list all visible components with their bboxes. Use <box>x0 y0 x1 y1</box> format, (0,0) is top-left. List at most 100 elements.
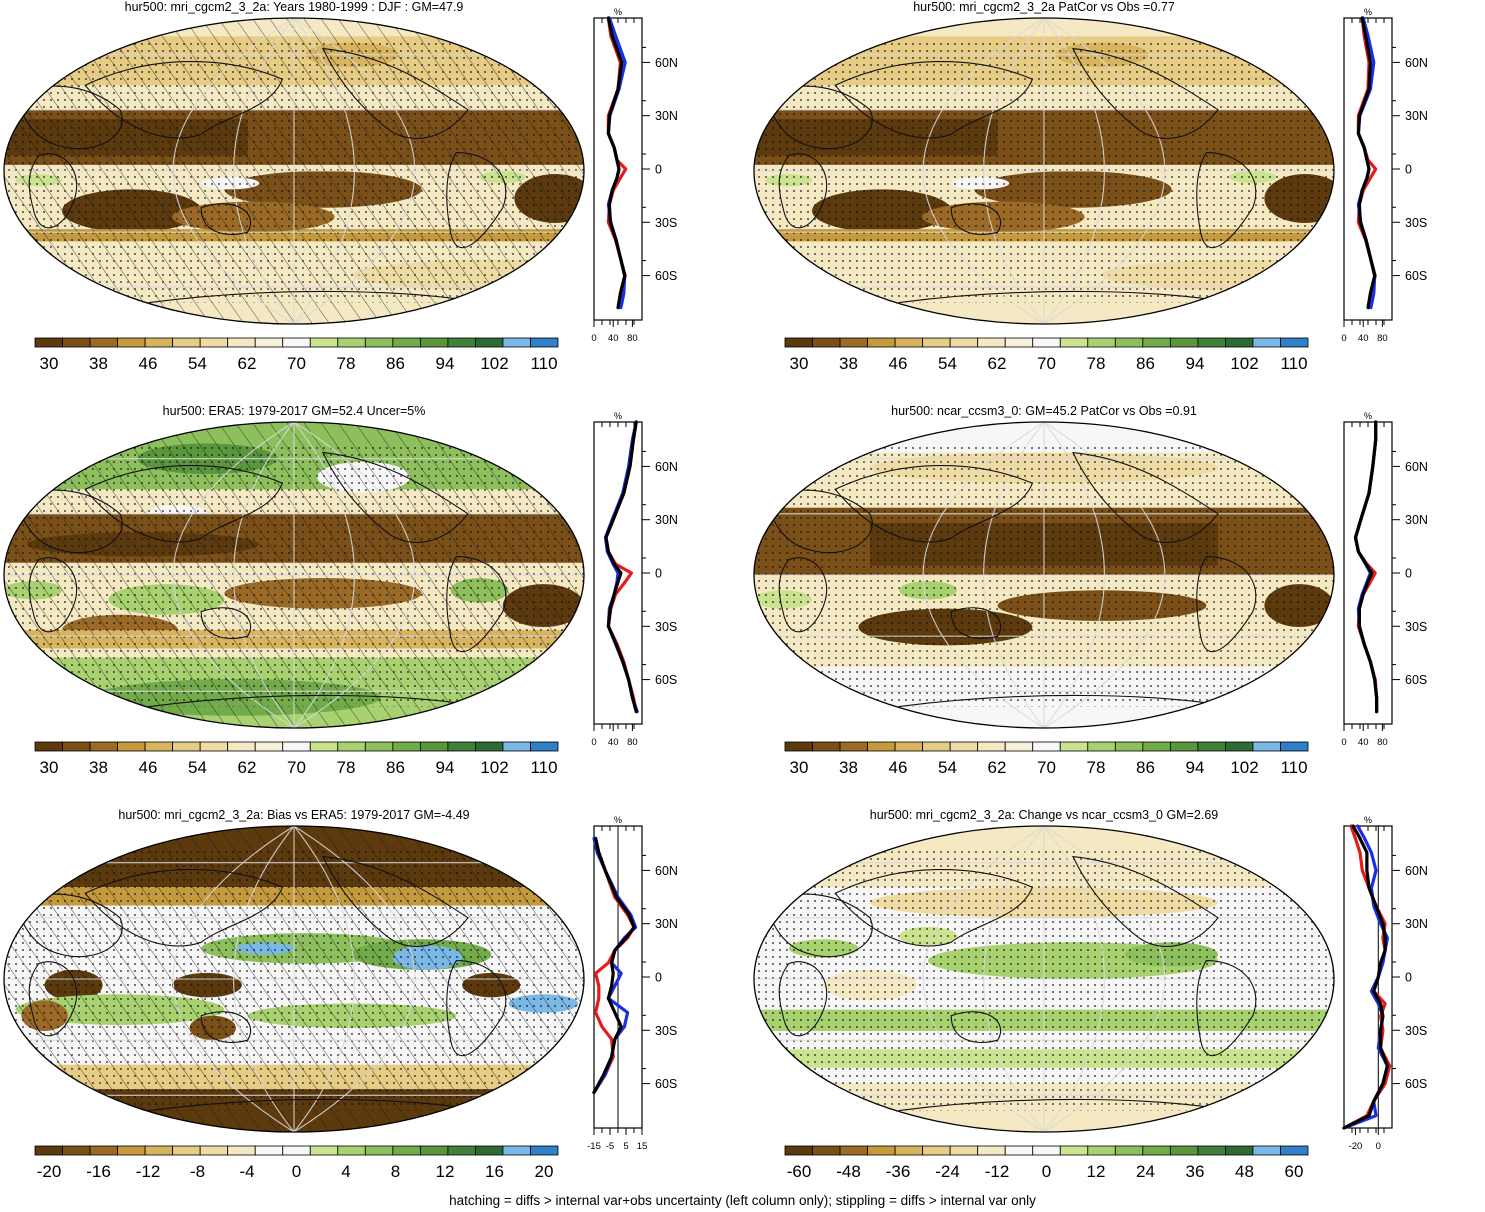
panel-graphic: % 60N 30N 0 30S 60S 0 40 80 30 38 46 54 62 70 78 86 94 102… <box>753 7 1428 373</box>
colorbar-swatch <box>62 1145 91 1156</box>
colorbar-swatch <box>172 337 201 348</box>
colorbar-label: 30 <box>790 354 809 373</box>
colorbar-label: 70 <box>287 354 306 373</box>
colorbar-swatch <box>309 741 339 752</box>
lat-tick-label: 30S <box>655 1024 677 1038</box>
series-line-black <box>606 16 627 310</box>
colorbar-label: -20 <box>37 1162 62 1181</box>
colorbar-swatch <box>812 741 841 752</box>
colorbar-swatch <box>227 1145 256 1156</box>
x-tick-label: 40 <box>1358 333 1369 344</box>
x-tick-label: -15 <box>587 1141 601 1152</box>
colorbar-swatch <box>172 1145 201 1156</box>
colorbar-label: 62 <box>238 758 257 777</box>
colorbar-label: 102 <box>1230 354 1258 373</box>
colorbar-swatch <box>784 741 813 752</box>
lat-tick-label: 0 <box>655 971 662 985</box>
lat-tick-label: 30N <box>1405 917 1428 931</box>
colorbar-swatch <box>199 337 229 348</box>
colorbar-swatch <box>419 741 449 752</box>
colorbar-swatch <box>117 741 146 752</box>
colorbar-swatch <box>364 741 394 752</box>
lat-tick-label: 30N <box>655 513 678 527</box>
colorbar-swatch <box>1169 337 1199 348</box>
colorbar-label: 78 <box>337 758 356 777</box>
colorbar-swatch <box>530 741 559 752</box>
colorbar-label: 86 <box>386 354 405 373</box>
colorbar-label: -12 <box>136 1162 161 1181</box>
x-tick-label: 80 <box>1377 333 1388 344</box>
colorbar-swatch <box>1197 1145 1226 1156</box>
colorbar-swatch <box>949 337 979 348</box>
lat-tick-label: 0 <box>1405 567 1412 581</box>
colorbar-swatch <box>530 337 559 348</box>
colorbar-swatch <box>1059 741 1089 752</box>
colorbar-label: -16 <box>86 1162 111 1181</box>
colorbar-label: 12 <box>1087 1162 1106 1181</box>
panel-graphic: % 60N 30N 0 30S 60S -20 0 -60 -48 -36 -24 -12 0 12 24 36… <box>753 815 1428 1181</box>
lat-tick-label: 60S <box>1405 1077 1427 1091</box>
colorbar-swatch <box>89 1145 118 1156</box>
panel-title: hur500: mri_cgcm2_3_2a: Bias vs ERA5: 19… <box>118 808 470 822</box>
colorbar-swatch <box>1252 741 1281 752</box>
colorbar-label: 102 <box>480 758 508 777</box>
colorbar-swatch <box>784 337 813 348</box>
x-tick-label: 80 <box>627 333 638 344</box>
colorbar-swatch <box>1197 741 1226 752</box>
colorbar-label: 38 <box>839 758 858 777</box>
lat-tick-label: 60N <box>655 460 678 474</box>
colorbar-label: 0 <box>292 1162 301 1181</box>
robinson-map <box>753 17 1335 325</box>
colorbar-label: -48 <box>836 1162 861 1181</box>
colorbar-swatch <box>1114 337 1144 348</box>
colorbar-swatch <box>337 337 366 348</box>
colorbar-label: 8 <box>391 1162 400 1181</box>
footnote: hatching = diffs > internal var+obs unce… <box>449 1193 1036 1208</box>
colorbar-swatch <box>894 741 924 752</box>
panel-graphic: % 60N 30N 0 30S 60S -15 -5 5 15 -20 -16 -12 -8 -4 0 4 8 12… <box>3 815 678 1181</box>
colorbar-swatch <box>419 1145 449 1156</box>
colorbar-swatch <box>392 337 421 348</box>
colorbar-swatch <box>419 337 449 348</box>
colorbar-swatch <box>1142 1145 1171 1156</box>
lat-tick-label: 60N <box>655 864 678 878</box>
profile-title: % <box>1364 7 1372 17</box>
colorbar-swatch <box>254 337 284 348</box>
x-tick-label: 40 <box>608 737 619 748</box>
colorbar-swatch <box>144 1145 174 1156</box>
lat-tick-label: 30N <box>1405 109 1428 123</box>
colorbar-swatch <box>1225 1145 1254 1156</box>
colorbar-swatch <box>475 1145 504 1156</box>
colorbar: 30 38 46 54 62 70 78 86 94 102 110 <box>784 337 1309 373</box>
colorbar-label: 30 <box>40 354 59 373</box>
colorbar-swatch <box>392 1145 421 1156</box>
colorbar: 30 38 46 54 62 70 78 86 94 102 110 <box>34 337 559 373</box>
colorbar: -60 -48 -36 -24 -12 0 12 24 36 48 60 <box>784 1145 1309 1181</box>
colorbar-swatch <box>1032 1145 1061 1156</box>
colorbar-label: 110 <box>1280 758 1307 777</box>
colorbar: 30 38 46 54 62 70 78 86 94 102 110 <box>784 741 1309 777</box>
colorbar-label: 110 <box>530 354 557 373</box>
colorbar: -20 -16 -12 -8 -4 0 4 8 12 16 20 <box>34 1145 559 1181</box>
colorbar-swatch <box>1169 741 1199 752</box>
panel-p6: % 60N 30N 0 30S 60S -20 0 -60 -48 -36 -24 -12 0 12 24 36… <box>750 808 1485 1212</box>
colorbar-swatch <box>1169 1145 1199 1156</box>
lat-tick-label: 60N <box>1405 56 1428 70</box>
colorbar-swatch <box>199 1145 229 1156</box>
colorbar-label: 46 <box>889 758 908 777</box>
colorbar-swatch <box>447 741 476 752</box>
panel-p1: % 60N 30N 0 30S 60S 0 40 80 30 38 46 54 62 70 78 86 94 102… <box>0 0 742 404</box>
colorbar-swatch <box>1280 741 1309 752</box>
colorbar-label: 38 <box>839 354 858 373</box>
colorbar-swatch <box>282 741 311 752</box>
colorbar-swatch <box>784 1145 813 1156</box>
colorbar-swatch <box>475 337 504 348</box>
panel-p2: % 60N 30N 0 30S 60S 0 40 80 30 38 46 54 62 70 78 86 94 102… <box>750 0 1485 404</box>
colorbar-label: 36 <box>1186 1162 1205 1181</box>
lat-tick-label: 60S <box>655 673 677 687</box>
robinson-map <box>3 421 585 729</box>
colorbar-swatch <box>977 1145 1006 1156</box>
colorbar-label: 54 <box>938 354 957 373</box>
colorbar-swatch <box>894 1145 924 1156</box>
colorbar-label: 62 <box>988 758 1007 777</box>
